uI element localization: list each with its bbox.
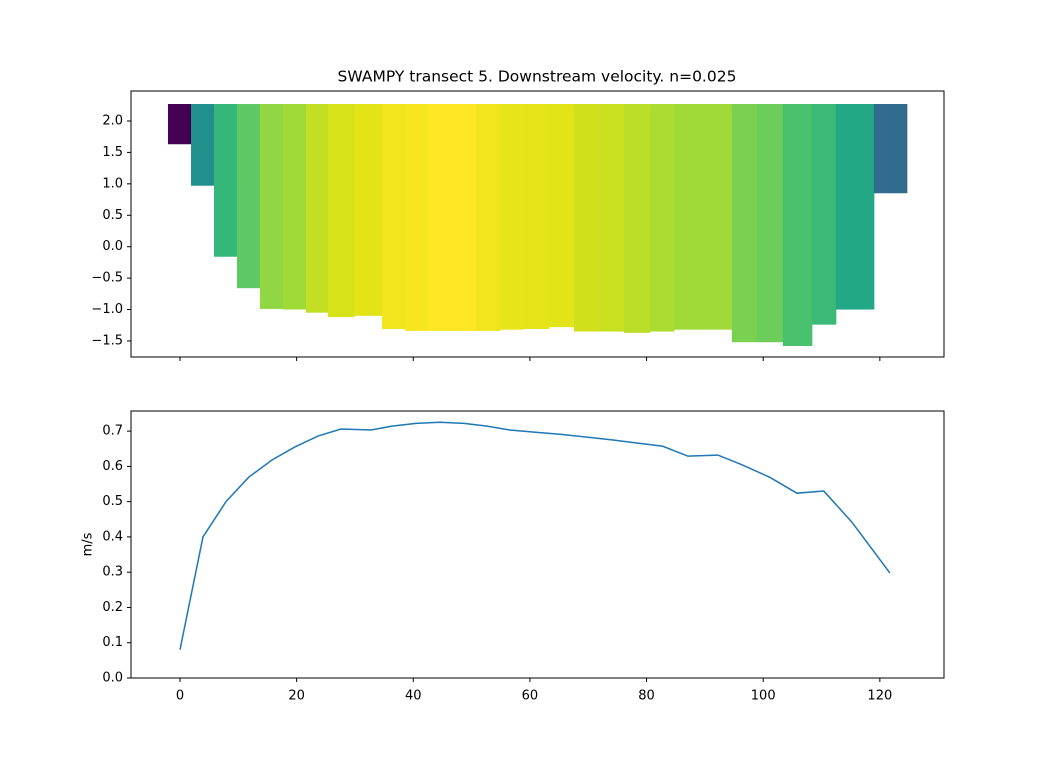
chart-title: SWAMPY transect 5. Downstream velocity. …: [338, 68, 737, 86]
y-tick-label: 0.0: [102, 671, 123, 686]
y-tick-label: −1.5: [91, 333, 123, 348]
x-tick-label: 80: [638, 689, 655, 704]
y-tick-label: 0.0: [102, 239, 123, 254]
mesh-cell: [731, 104, 758, 343]
y-tick-label: 0.1: [102, 635, 123, 650]
mesh-cell: [475, 104, 501, 331]
axes-frame: [130, 410, 945, 679]
x-tick-label: 40: [405, 689, 422, 704]
y-tick-label: 2.0: [102, 113, 123, 128]
mesh-cell: [811, 104, 837, 325]
x-tick-label: 0: [176, 689, 184, 704]
mesh-cell: [404, 104, 429, 331]
axes-frame: [130, 90, 945, 358]
y-tick-label: 1.5: [102, 145, 123, 160]
mesh-cell: [649, 104, 675, 332]
x-tick-label: 120: [867, 689, 892, 704]
y-tick-label: 0.7: [102, 424, 123, 439]
mesh-cell: [167, 104, 192, 145]
y-tick-label: 0.2: [102, 600, 123, 615]
mesh-cell: [623, 104, 651, 333]
mesh-cell: [327, 104, 355, 318]
x-tick-label: 20: [288, 689, 305, 704]
y-axis-label: m/s: [81, 532, 96, 556]
mesh-cell: [522, 104, 550, 330]
mesh-cell: [835, 104, 875, 310]
mesh-cell: [756, 104, 784, 343]
mesh-cell: [782, 104, 813, 347]
x-tick-label: 60: [522, 689, 539, 704]
mesh-cell: [282, 104, 307, 310]
mesh-cell: [305, 104, 329, 313]
mesh-cell: [598, 104, 625, 332]
mesh-cell: [213, 104, 238, 257]
mesh-cell: [427, 104, 477, 331]
y-tick-label: 0.6: [102, 459, 123, 474]
velocity-line: [179, 421, 891, 650]
mesh-cell: [548, 104, 575, 328]
mesh-cell: [191, 104, 215, 186]
mesh-cell: [873, 104, 908, 194]
y-tick-label: 1.0: [102, 176, 123, 191]
y-tick-label: 0.3: [102, 565, 123, 580]
mesh-cell: [259, 104, 284, 309]
mesh-cell: [499, 104, 524, 330]
y-tick-label: 0.5: [102, 208, 123, 223]
mesh-cell: [236, 104, 261, 289]
y-tick-label: −0.5: [91, 271, 123, 286]
mesh-cell: [353, 104, 383, 316]
x-tick-label: 100: [751, 689, 776, 704]
mesh-cell: [573, 104, 600, 332]
y-tick-label: −1.0: [91, 302, 123, 317]
y-tick-label: 0.5: [102, 494, 123, 509]
y-tick-label: 0.4: [102, 529, 123, 544]
mesh-cell: [673, 104, 733, 330]
mesh-cell: [381, 104, 406, 330]
